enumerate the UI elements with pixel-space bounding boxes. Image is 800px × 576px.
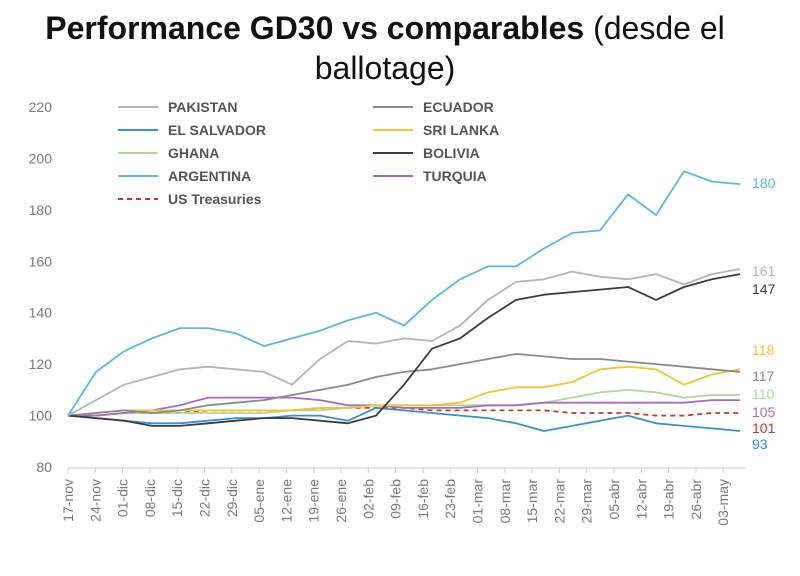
x-tick-label: 29-dic xyxy=(224,479,240,517)
series-line-argentina xyxy=(67,170,741,417)
legend-label: ECUADOR xyxy=(423,99,494,115)
end-value-label: 110 xyxy=(752,386,775,402)
x-tick-label: 23-feb xyxy=(442,479,458,519)
x-axis: 17-nov 24-nov 01-dic 08-dic 15-dic 22-dic 29-d… xyxy=(60,467,746,526)
legend: PAKISTAN ECUADOR EL SALVADOR SRI LANKA GHANA… xyxy=(118,99,499,207)
x-tick-label: 24-nov xyxy=(87,479,103,522)
y-tick-label: 160 xyxy=(29,253,53,269)
x-tick-label: 08-dic xyxy=(142,479,158,517)
end-value-label: 147 xyxy=(752,281,776,297)
x-tick-label: 05-abr xyxy=(606,479,622,520)
x-tick-label: 26-abr xyxy=(688,479,704,520)
series-line-ecuador xyxy=(67,352,741,417)
y-tick-label: 220 xyxy=(29,99,53,115)
x-tick-label: 02-feb xyxy=(360,479,376,519)
chart-title-bold: Performance GD30 vs comparables xyxy=(45,10,585,46)
x-tick-label: 15-mar xyxy=(524,479,540,524)
end-value-label: 180 xyxy=(752,175,776,191)
legend-label: ARGENTINA xyxy=(168,168,251,184)
end-value-label: 161 xyxy=(752,263,776,279)
x-tick-label: 05-ene xyxy=(251,479,267,523)
x-tick-label: 12-ene xyxy=(278,479,294,523)
series-line-turquia xyxy=(68,396,740,417)
x-tick-label: 19-ene xyxy=(306,479,322,523)
x-tick-label: 16-feb xyxy=(415,479,431,519)
y-axis: 220 200 180 160 140 120 100 80 xyxy=(29,99,53,475)
x-tick-label: 26-ene xyxy=(333,479,349,523)
x-tick-label: 01-dic xyxy=(115,479,131,517)
y-tick-label: 120 xyxy=(29,356,53,372)
x-tick-label: 17-nov xyxy=(60,479,76,522)
series-lines xyxy=(67,170,741,432)
chart-title-line2: ballotage) xyxy=(314,50,456,86)
legend-label: BOLIVIA xyxy=(423,145,480,161)
x-tick-label: 22-mar xyxy=(551,479,567,524)
x-tick-label: 08-mar xyxy=(497,479,513,524)
chart-title: Performance GD30 vs comparables (desde e… xyxy=(0,8,770,88)
end-value-label: 105 xyxy=(752,404,776,420)
y-tick-label: 100 xyxy=(29,408,53,424)
x-tick-label: 19-abr xyxy=(661,479,677,520)
end-value-label: 117 xyxy=(752,368,775,384)
end-value-label: 101 xyxy=(752,420,776,436)
y-tick-label: 80 xyxy=(36,459,52,475)
chart-title-rest: (desde el xyxy=(593,10,725,46)
y-tick-label: 140 xyxy=(29,305,53,321)
end-value-label: 118 xyxy=(752,342,775,358)
x-tick-label: 09-feb xyxy=(388,479,404,519)
x-tick-label: 03-may xyxy=(715,479,731,526)
x-tick-label: 29-mar xyxy=(579,479,595,524)
x-tick-label: 01-mar xyxy=(470,479,486,524)
y-tick-label: 180 xyxy=(29,202,53,218)
x-tick-label: 22-dic xyxy=(197,479,213,517)
legend-label: TURQUIA xyxy=(423,168,487,184)
legend-label: SRI LANKA xyxy=(423,122,499,138)
series-line-el-salvador xyxy=(67,406,741,432)
series-line-pakistan xyxy=(67,268,741,417)
legend-label: EL SALVADOR xyxy=(168,122,266,138)
x-tick-label: 15-dic xyxy=(169,479,185,517)
y-tick-label: 200 xyxy=(29,150,53,166)
series-line-bolivia xyxy=(67,273,741,427)
legend-label: PAKISTAN xyxy=(168,99,237,115)
end-value-label: 93 xyxy=(752,436,768,452)
x-tick-label: 12-abr xyxy=(633,479,649,520)
legend-label: GHANA xyxy=(168,145,219,161)
legend-label: US Treasuries xyxy=(168,191,262,207)
